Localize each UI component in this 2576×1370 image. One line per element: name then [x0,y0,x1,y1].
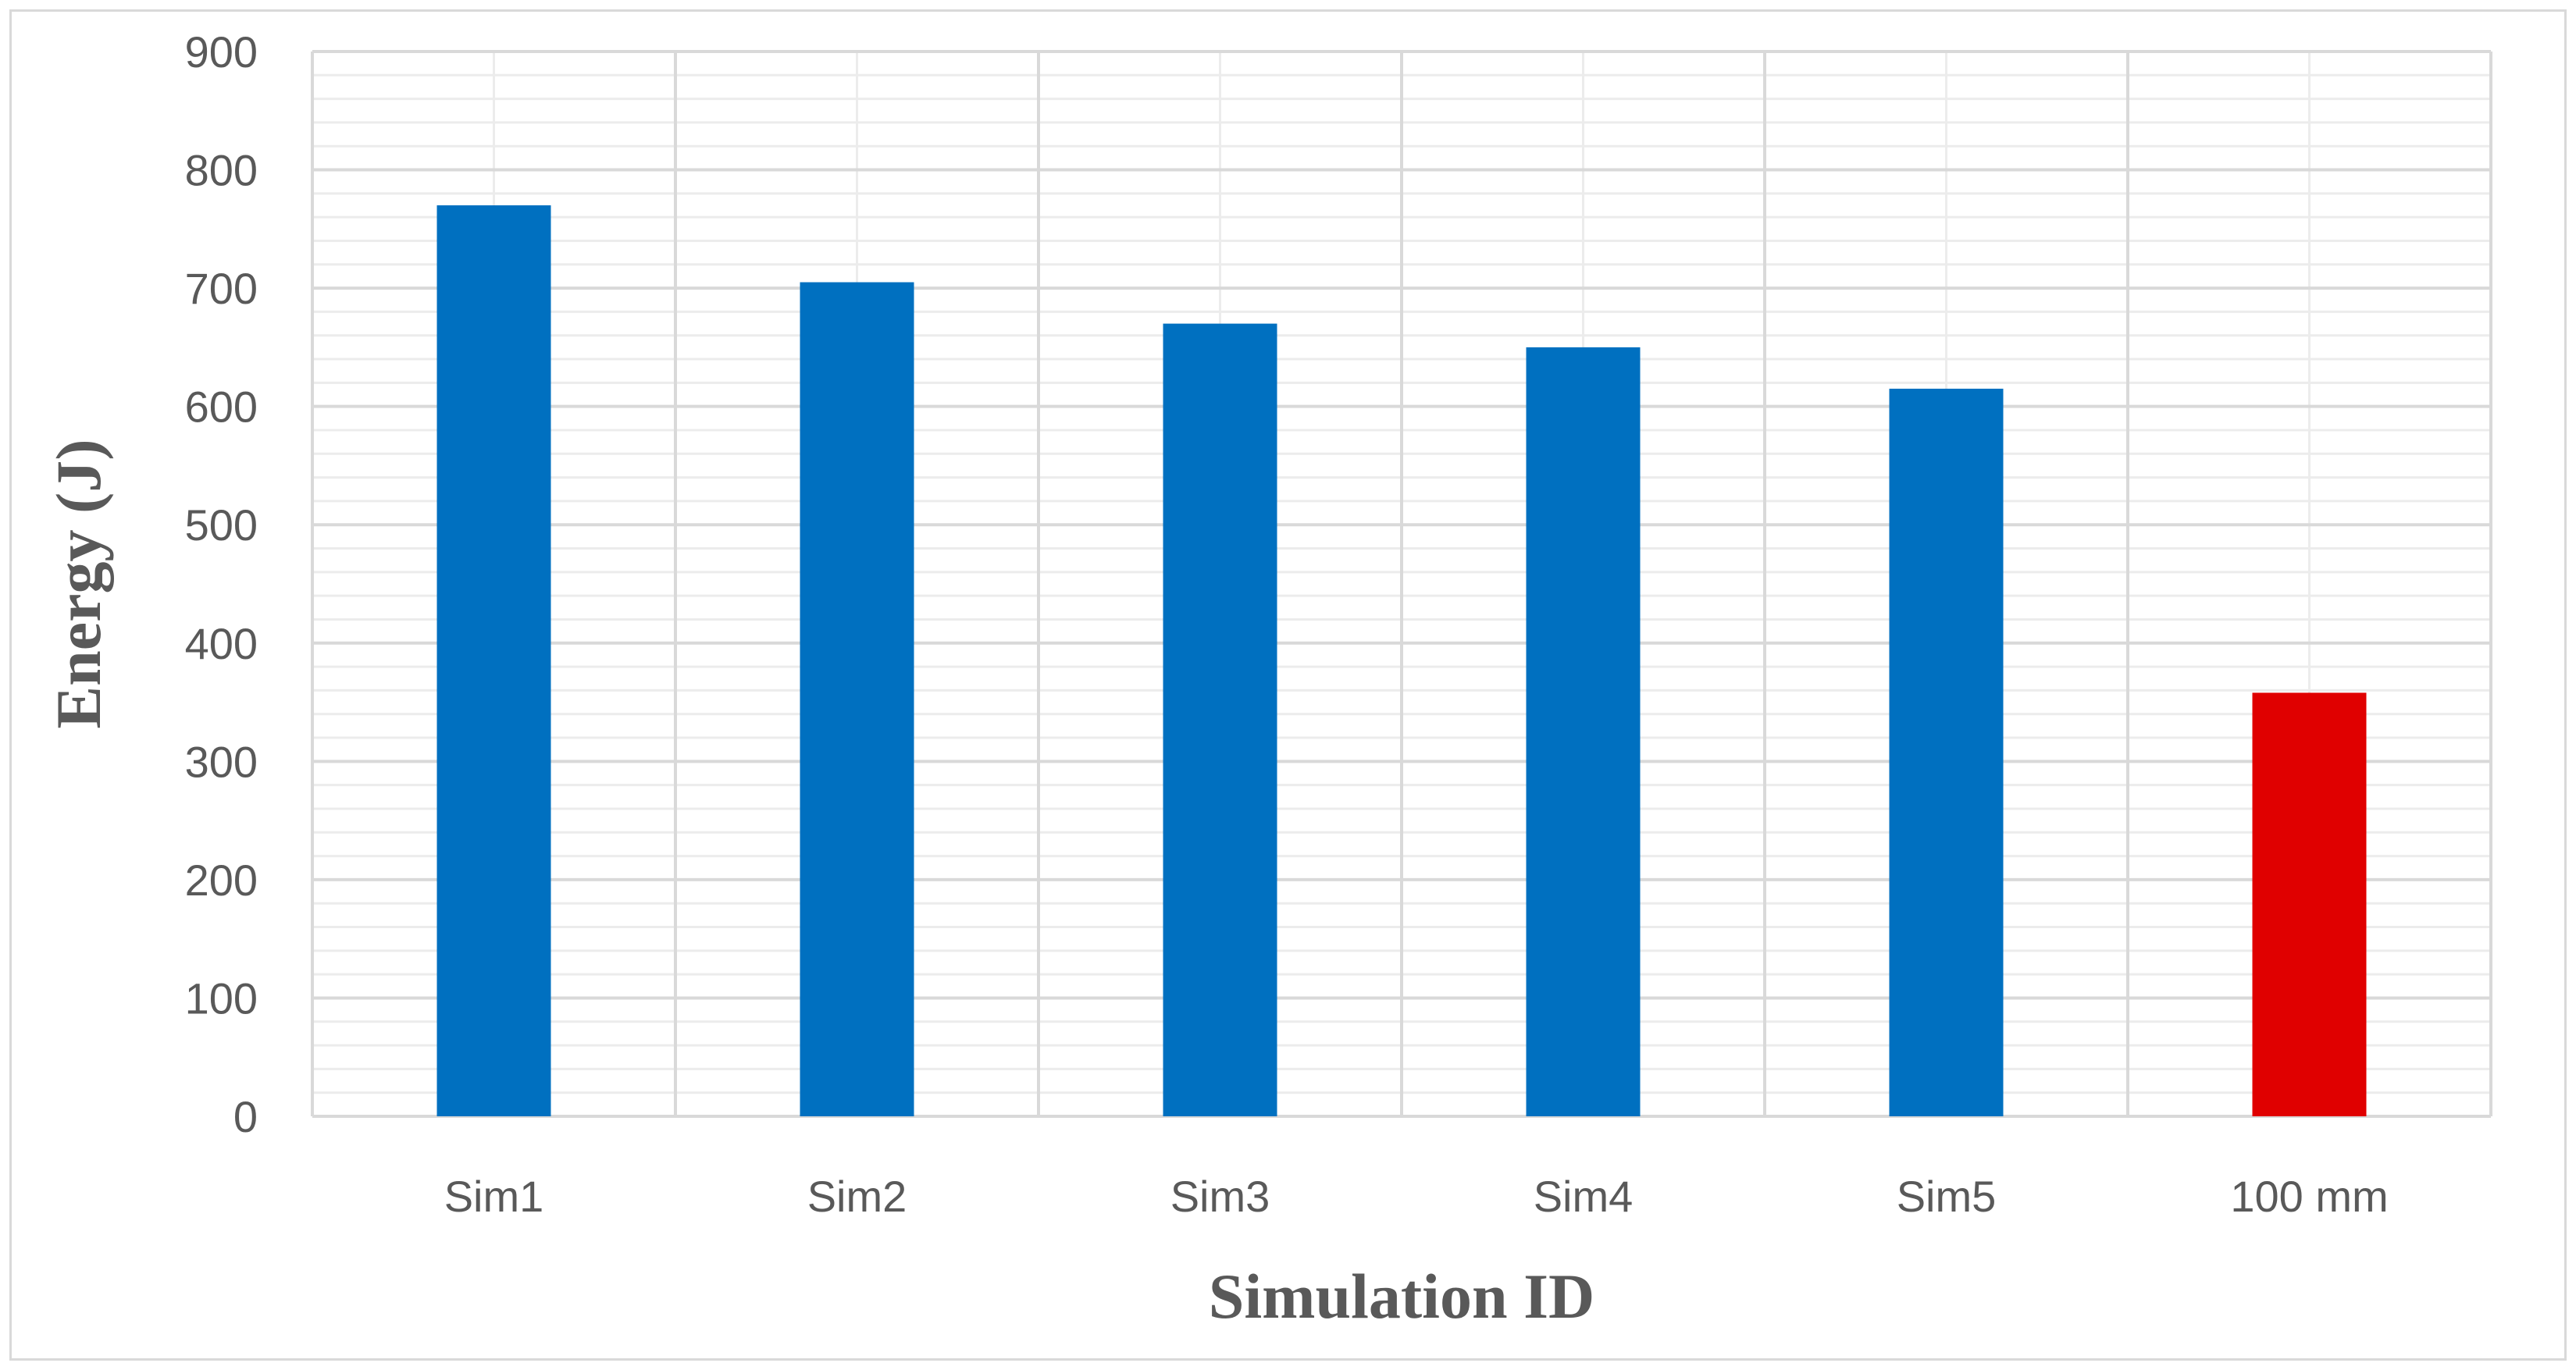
y-tick-label: 300 [185,737,258,786]
y-tick-label: 200 [185,856,258,905]
y-tick-label: 800 [185,146,258,195]
x-tick-label: Sim5 [1897,1172,1997,1221]
grid-layer [311,50,2492,1118]
y-tick-label: 100 [185,973,258,1023]
y-tick-label: 0 [233,1092,258,1141]
x-tick-label: Sim1 [444,1172,544,1221]
x-tick-label: Sim2 [807,1172,907,1221]
y-tick-label: 700 [185,264,258,313]
y-tick-label: 400 [185,619,258,668]
x-tick-label: 100 mm [2230,1172,2388,1221]
y-axis-title: Energy (J) [43,439,114,728]
bars-layer [436,205,2367,1117]
y-tick-label: 500 [185,500,258,550]
bar-sim5 [1889,388,2004,1116]
x-axis-title: Simulation ID [1209,1261,1594,1332]
bar-100-mm [2252,692,2367,1116]
chart-frame [9,9,2567,1361]
y-axis-ticks: 0 100 200 300 400 500 600 700 800 900 [185,27,258,1141]
x-axis-ticks: Sim1 Sim2 Sim3 Sim4 Sim5 100 mm [444,1172,2389,1221]
bar-sim4 [1526,347,1641,1116]
bar-sim1 [436,205,551,1116]
x-tick-label: Sim4 [1534,1172,1634,1221]
bar-sim2 [800,282,914,1116]
bar-sim3 [1163,323,1277,1117]
y-tick-label: 900 [185,27,258,77]
x-tick-label: Sim3 [1170,1172,1270,1221]
y-tick-label: 600 [185,383,258,432]
